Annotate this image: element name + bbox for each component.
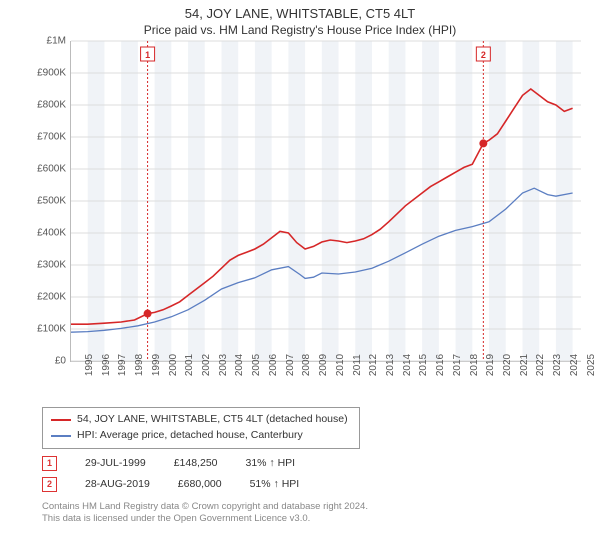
legend-label: HPI: Average price, detached house, Cant…	[77, 428, 303, 444]
legend-row: 54, JOY LANE, WHITSTABLE, CT5 4LT (detac…	[51, 412, 351, 428]
plot-svg: 12	[71, 41, 581, 361]
sale-delta: 51% ↑ HPI	[250, 478, 300, 490]
y-tick-label: £500K	[37, 196, 66, 207]
sale-price: £680,000	[178, 478, 222, 490]
table-row: 1 29-JUL-1999 £148,250 31% ↑ HPI	[42, 453, 570, 474]
sale-number-box: 2	[476, 47, 490, 61]
chart-title: 54, JOY LANE, WHITSTABLE, CT5 4LT	[0, 0, 600, 21]
footer-attribution: Contains HM Land Registry data © Crown c…	[42, 501, 570, 526]
sale-price: £148,250	[174, 457, 218, 469]
sales-table: 1 29-JUL-1999 £148,250 31% ↑ HPI 2 28-AU…	[42, 453, 570, 495]
legend: 54, JOY LANE, WHITSTABLE, CT5 4LT (detac…	[42, 407, 360, 449]
legend-label: 54, JOY LANE, WHITSTABLE, CT5 4LT (detac…	[77, 412, 348, 428]
x-axis: 1995199619971998199920002001200220032004…	[70, 361, 580, 401]
sale-date: 29-JUL-1999	[85, 457, 146, 469]
svg-text:1: 1	[145, 50, 150, 60]
sale-marker-icon: 1	[42, 456, 57, 471]
chart-subtitle: Price paid vs. HM Land Registry's House …	[0, 21, 600, 41]
y-tick-label: £0	[55, 356, 66, 367]
x-tick-label: 2025	[572, 354, 597, 376]
y-axis: £0£100K£200K£300K£400K£500K£600K£700K£80…	[30, 41, 70, 361]
chart-area: £0 £100K £200K £300K £400K £500K £600K £700K £80…	[30, 41, 590, 401]
plot-area: 12	[70, 41, 581, 362]
svg-text:2: 2	[481, 50, 486, 60]
legend-row: HPI: Average price, detached house, Cant…	[51, 428, 351, 444]
y-tick-label: £800K	[37, 100, 66, 111]
legend-swatch-icon	[51, 435, 71, 437]
sale-number-box: 1	[141, 47, 155, 61]
footer-line: This data is licensed under the Open Gov…	[42, 513, 570, 525]
y-tick-label: £600K	[37, 164, 66, 175]
y-tick-label: £300K	[37, 260, 66, 271]
sale-marker-icon: 2	[42, 477, 57, 492]
y-tick-label: £1M	[47, 36, 66, 47]
y-tick-label: £100K	[37, 324, 66, 335]
footer-line: Contains HM Land Registry data © Crown c…	[42, 501, 570, 513]
sale-date: 28-AUG-2019	[85, 478, 150, 490]
legend-swatch-icon	[51, 419, 71, 421]
y-tick-label: £200K	[37, 292, 66, 303]
y-tick-label: £700K	[37, 132, 66, 143]
sale-delta: 31% ↑ HPI	[246, 457, 296, 469]
y-tick-label: £900K	[37, 68, 66, 79]
y-tick-label: £400K	[37, 228, 66, 239]
table-row: 2 28-AUG-2019 £680,000 51% ↑ HPI	[42, 474, 570, 495]
